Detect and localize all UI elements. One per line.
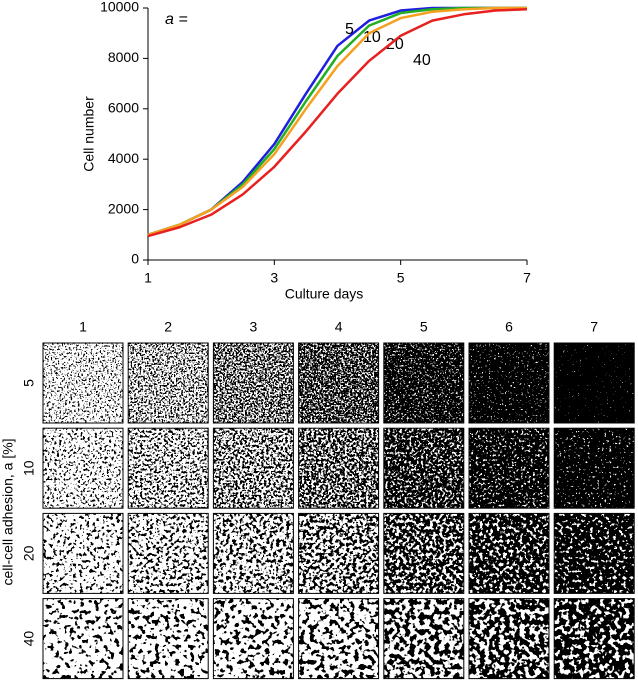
cell-image-border <box>42 427 124 509</box>
x-tick-label: 1 <box>144 270 152 286</box>
cell-image <box>43 598 123 679</box>
panel-row-label: 10 <box>21 460 37 476</box>
cell-image <box>469 513 549 594</box>
panel-row-axis-label: cell-cell adhesion, a [%] <box>0 438 16 585</box>
cell-image-border <box>383 512 465 594</box>
x-tick-label: 5 <box>397 270 405 286</box>
cell-image <box>213 513 294 594</box>
cell-image-border <box>212 427 294 509</box>
cell-image-border <box>383 598 465 680</box>
cell-image-border <box>298 512 380 594</box>
cell-image <box>554 343 635 423</box>
cell-image-border <box>468 512 550 594</box>
cell-image-border <box>553 342 635 424</box>
cell-image-border <box>127 512 209 594</box>
cell-image <box>383 428 464 509</box>
panel-row-label: 40 <box>21 631 37 647</box>
cell-image-border <box>468 342 550 424</box>
cell-image-border <box>127 342 209 424</box>
cell-image-border <box>298 427 380 509</box>
cell-image <box>43 343 123 423</box>
panel-row-label: 20 <box>21 545 37 561</box>
series-line <box>147 6 527 236</box>
panel-column-label: 3 <box>250 319 258 335</box>
y-tick-label: 2000 <box>108 200 139 216</box>
cell-image-border <box>298 342 380 424</box>
y-tick-label: 6000 <box>108 100 139 116</box>
cell-image-border <box>383 427 465 509</box>
cell-image-border <box>127 598 209 680</box>
series-line <box>147 6 527 236</box>
cell-image-border <box>42 512 124 594</box>
cell-image <box>213 428 294 509</box>
panel-row-label: 5 <box>21 379 37 387</box>
panel-column-label: 7 <box>590 319 598 335</box>
panel-column-label: 4 <box>335 319 343 335</box>
cell-image <box>298 343 379 423</box>
cell-image-border <box>42 342 124 424</box>
cell-image <box>383 343 464 423</box>
cell-image-border <box>42 598 124 680</box>
y-tick-label: 0 <box>131 251 139 267</box>
series-line <box>147 8 528 238</box>
cell-image-border <box>468 427 550 509</box>
cell-image <box>213 598 294 679</box>
cell-image <box>128 343 209 423</box>
cell-image-border <box>468 598 550 680</box>
cell-image <box>469 428 549 509</box>
cell-image-border <box>212 598 294 680</box>
cell-image <box>128 513 209 594</box>
cell-image-border <box>298 598 380 680</box>
cell-image-border <box>553 512 635 594</box>
series-label: 5 <box>345 21 354 38</box>
cell-image <box>298 513 379 594</box>
panel-column-label: 6 <box>505 319 513 335</box>
cell-image <box>43 513 123 594</box>
panel-column-label: 5 <box>420 319 428 335</box>
cell-image <box>469 343 549 423</box>
cell-image <box>554 513 635 594</box>
cell-image <box>128 598 209 679</box>
cell-image <box>213 343 294 423</box>
panel-column-label: 1 <box>79 319 87 335</box>
x-axis-label: Culture days <box>285 286 364 302</box>
cell-image <box>554 598 635 679</box>
cell-image-border <box>553 598 635 680</box>
y-tick-label: 8000 <box>108 49 139 65</box>
cell-image-border <box>553 427 635 509</box>
x-tick-label: 7 <box>523 270 531 286</box>
cell-image <box>554 428 635 509</box>
annotation: a = <box>165 11 188 28</box>
cell-image <box>298 598 379 679</box>
series-label: 40 <box>413 52 431 69</box>
series-label: 20 <box>386 36 404 53</box>
panel-column-label: 2 <box>164 319 172 335</box>
cell-image <box>469 598 549 679</box>
x-tick-label: 3 <box>270 270 278 286</box>
cell-image-border <box>212 342 294 424</box>
cell-image-border <box>212 512 294 594</box>
cell-image <box>128 428 209 509</box>
cell-image <box>298 428 379 509</box>
y-axis-label: Cell number <box>81 96 97 172</box>
cell-image-border <box>383 342 465 424</box>
y-tick-label: 10000 <box>100 0 139 15</box>
cell-image <box>43 428 123 509</box>
y-tick-label: 4000 <box>108 150 139 166</box>
cell-image <box>383 513 464 594</box>
series-line <box>147 6 527 236</box>
cell-image-border <box>127 427 209 509</box>
cell-image <box>383 598 464 679</box>
